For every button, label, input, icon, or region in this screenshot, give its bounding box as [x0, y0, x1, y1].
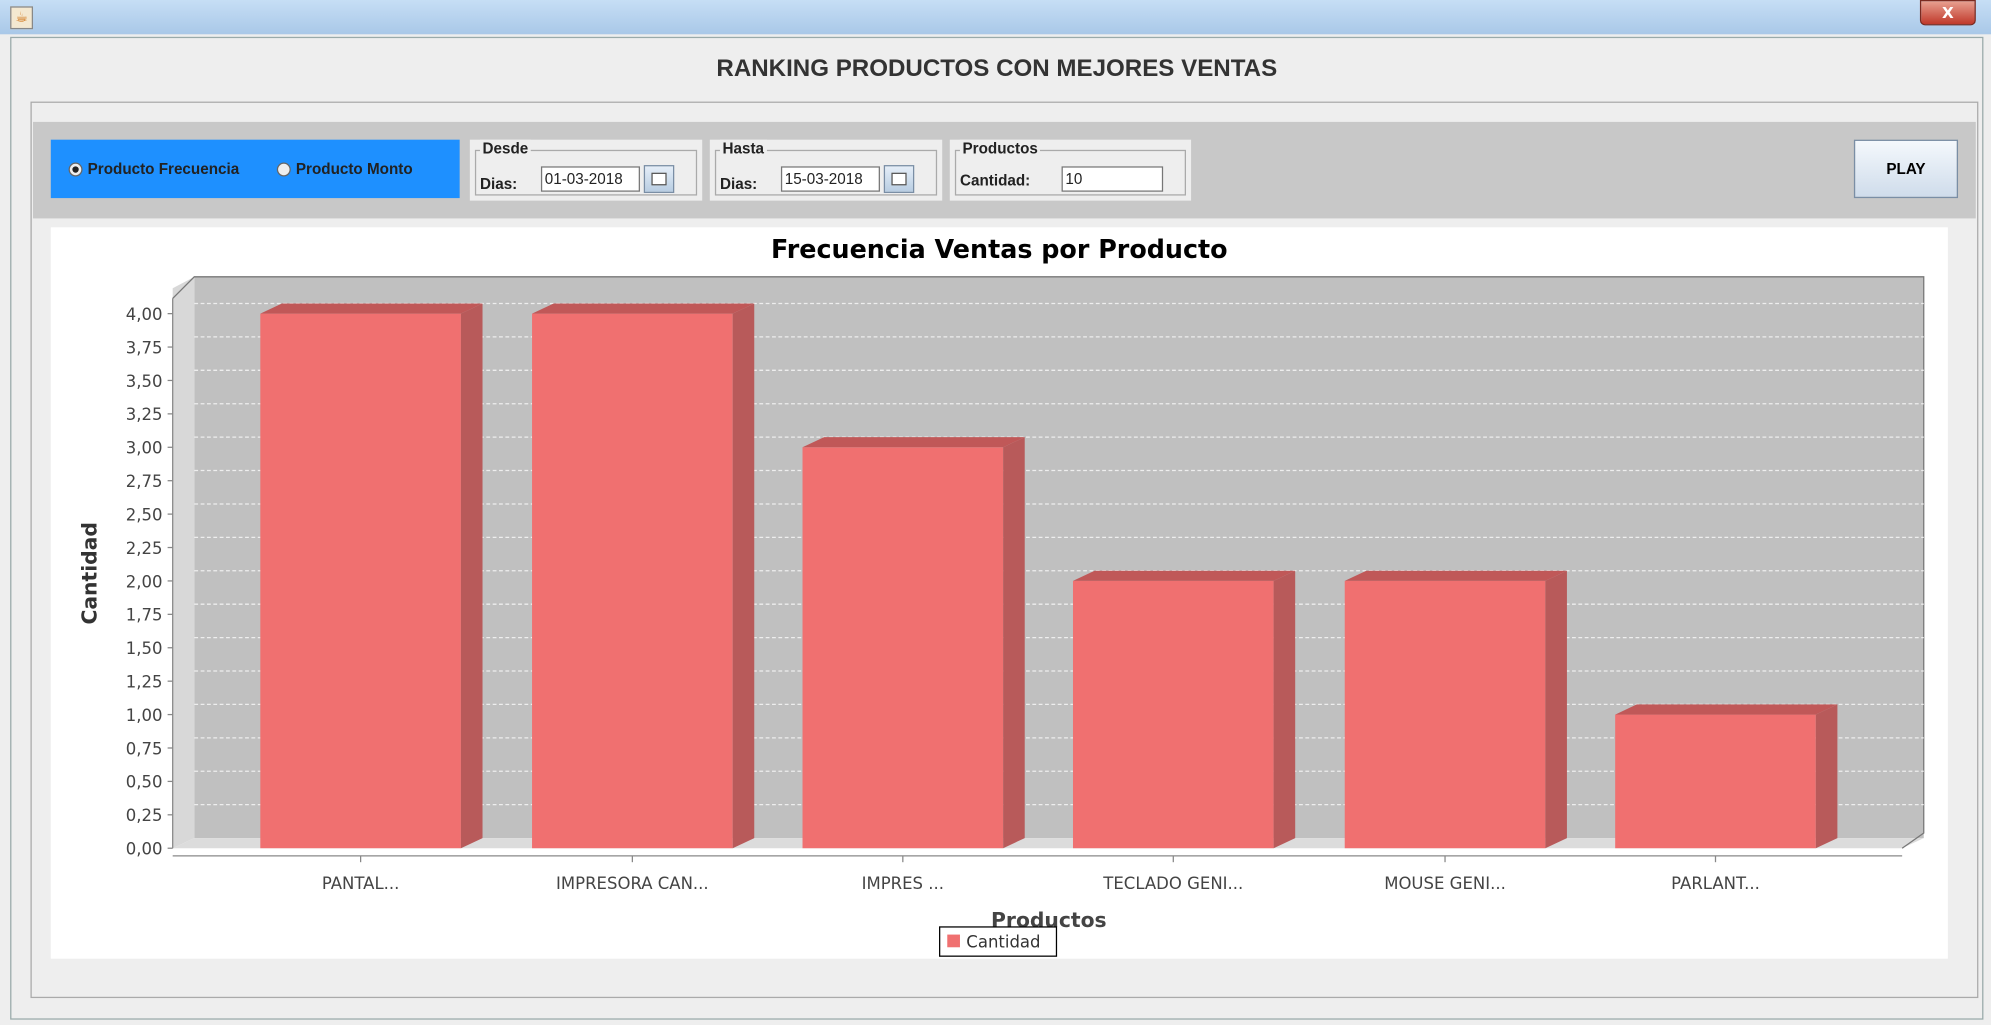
plot-outline	[172, 276, 1925, 849]
productos-group: Productos Cantidad: 10	[949, 139, 1192, 201]
x-tick-label: PANTAL...	[322, 874, 400, 893]
bar-side	[732, 303, 755, 849]
y-tick-label: 3,00	[126, 439, 163, 458]
y-tick-label: 3,25	[126, 405, 163, 424]
y-tick-label: 1,75	[126, 606, 163, 625]
x-tick-label: IMPRES ...	[862, 874, 944, 893]
bar-top	[260, 303, 483, 314]
bar-top	[1615, 704, 1838, 715]
radio-selected-icon	[68, 161, 83, 176]
bar-chart: Frecuencia Ventas por Producto 0,00 0,25 0,…	[78, 234, 1925, 957]
x-tick-label: MOUSE GENI...	[1384, 874, 1506, 893]
y-tick-label: 3,50	[126, 372, 163, 391]
y-tick-label: 0,25	[126, 806, 163, 825]
play-button[interactable]: PLAY	[1853, 139, 1959, 199]
desde-dias-label: Dias:	[479, 175, 518, 194]
y-tick-label: 2,00	[126, 572, 163, 591]
bar	[260, 313, 461, 849]
radio-unselected-icon	[276, 161, 291, 176]
hasta-label: Hasta	[719, 139, 767, 158]
bar	[1615, 714, 1816, 849]
desde-date-input[interactable]: 01-03-2018	[540, 166, 640, 192]
desde-calendar-button[interactable]	[643, 165, 675, 194]
y-tick-label: 0,75	[126, 739, 163, 758]
page-title: RANKING PRODUCTOS CON MEJORES VENTAS	[716, 55, 1278, 83]
bar	[532, 313, 733, 849]
radio-label: Producto Frecuencia	[87, 159, 240, 178]
radio-producto-monto[interactable]: Producto Monto	[276, 159, 413, 178]
bar	[1072, 580, 1274, 849]
y-tick-label: 3,75	[126, 338, 163, 357]
y-tick-label: 2,75	[126, 472, 163, 491]
legend-swatch	[947, 934, 960, 948]
y-tick-label: 4,00	[126, 305, 163, 324]
report-type-radio-group: Producto Frecuencia Producto Monto	[50, 139, 460, 199]
title-bar: ☕ X	[0, 0, 1991, 35]
y-axis-label: Cantidad	[78, 522, 102, 624]
bar-side	[460, 303, 483, 849]
hasta-calendar-button[interactable]	[883, 165, 915, 194]
bar	[1344, 580, 1546, 849]
bar-top	[532, 303, 755, 314]
cantidad-label: Cantidad:	[959, 171, 1031, 190]
legend-box	[939, 926, 1058, 957]
hasta-date-input[interactable]: 15-03-2018	[780, 166, 880, 192]
content-panel: Producto Frecuencia Producto Monto Desde…	[30, 101, 1979, 999]
hasta-dias-label: Dias:	[719, 175, 758, 194]
chart-panel: Frecuencia Ventas por Producto 0,00 0,25 0,…	[50, 227, 1948, 959]
plot-left-wall	[172, 276, 195, 849]
x-tick-label: PARLANT...	[1671, 874, 1760, 893]
desde-group: Desde Dias: 01-03-2018	[469, 139, 703, 201]
hasta-group: Hasta Dias: 15-03-2018	[709, 139, 943, 201]
bar-side	[1273, 570, 1296, 849]
radio-label: Producto Monto	[295, 159, 413, 178]
close-button[interactable]: X	[1919, 0, 1976, 26]
y-tick-label: 1,50	[126, 639, 163, 658]
cantidad-input[interactable]: 10	[1061, 166, 1164, 192]
chart-title: Frecuencia Ventas por Producto	[771, 234, 1228, 264]
bar-top	[1344, 570, 1567, 581]
y-tick-label: 2,25	[126, 539, 163, 558]
main-frame: RANKING PRODUCTOS CON MEJORES VENTAS Pro…	[10, 36, 1984, 1020]
filter-toolbar: Producto Frecuencia Producto Monto Desde…	[33, 121, 1976, 219]
y-tick-label: 0,00	[126, 840, 163, 859]
y-tick-label: 2,50	[126, 505, 163, 524]
y-tick-label: 0,50	[126, 773, 163, 792]
y-tick-label: 1,00	[126, 706, 163, 725]
bar-top	[1072, 570, 1296, 581]
x-tick-label: IMPRESORA CAN...	[556, 874, 709, 893]
bar-top	[802, 437, 1025, 448]
x-tick-label: TECLADO GENI...	[1102, 874, 1243, 893]
y-tick-label: 1,25	[126, 673, 163, 692]
productos-label: Productos	[959, 139, 1041, 158]
java-app-icon: ☕	[10, 6, 34, 30]
bar	[802, 447, 1004, 849]
bar-side	[1815, 704, 1838, 849]
bar-side	[1545, 570, 1567, 849]
legend-label: Cantidad	[966, 932, 1040, 951]
bar-side	[1003, 437, 1025, 849]
radio-producto-frecuencia[interactable]: Producto Frecuencia	[68, 159, 240, 178]
desde-label: Desde	[479, 139, 531, 158]
